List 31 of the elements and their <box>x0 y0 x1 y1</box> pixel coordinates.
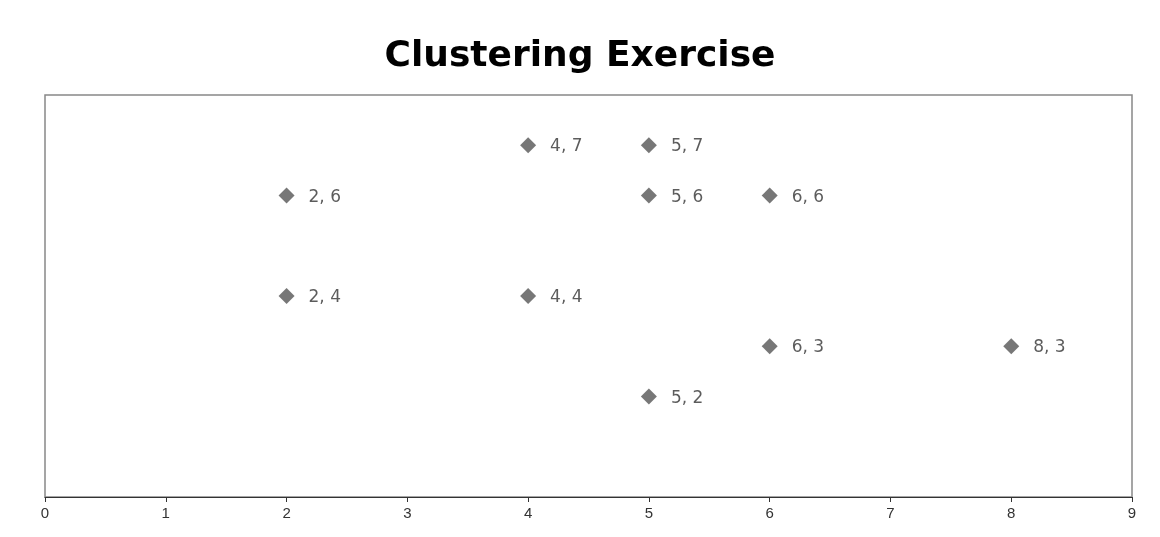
x-tick-label: 3 <box>403 504 412 521</box>
point <box>1003 338 1020 355</box>
point <box>278 288 295 304</box>
x-tick-label: 6 <box>765 504 774 521</box>
data-label: 5, 6 <box>670 185 704 206</box>
data-label: 5, 2 <box>670 386 704 407</box>
point <box>640 187 657 204</box>
x-tick-label: 9 <box>1127 504 1137 521</box>
data-label: 2, 6 <box>308 185 342 206</box>
chart-title: Clustering Exercise <box>384 32 776 74</box>
data-label: 5, 7 <box>670 135 704 156</box>
point <box>520 137 537 154</box>
point <box>640 388 657 405</box>
point <box>278 187 295 204</box>
data-label: 6, 3 <box>791 336 825 357</box>
x-tick-label: 1 <box>161 504 170 521</box>
data-label: 6, 6 <box>791 185 825 206</box>
x-tick-label: 5 <box>644 504 654 521</box>
data-label: 4, 7 <box>550 135 583 156</box>
x-tick-label: 4 <box>523 504 533 521</box>
x-tick-label: 7 <box>886 504 895 521</box>
x-tick-label: 2 <box>282 504 291 521</box>
data-label: 4, 4 <box>550 286 583 306</box>
data-label: 2, 4 <box>308 286 342 306</box>
point <box>520 288 537 304</box>
data-label: 8, 3 <box>1033 336 1066 357</box>
x-tick-label: 0 <box>40 504 50 521</box>
point <box>761 187 778 204</box>
point <box>640 137 657 154</box>
point <box>761 338 778 355</box>
x-tick-label: 8 <box>1007 504 1016 521</box>
